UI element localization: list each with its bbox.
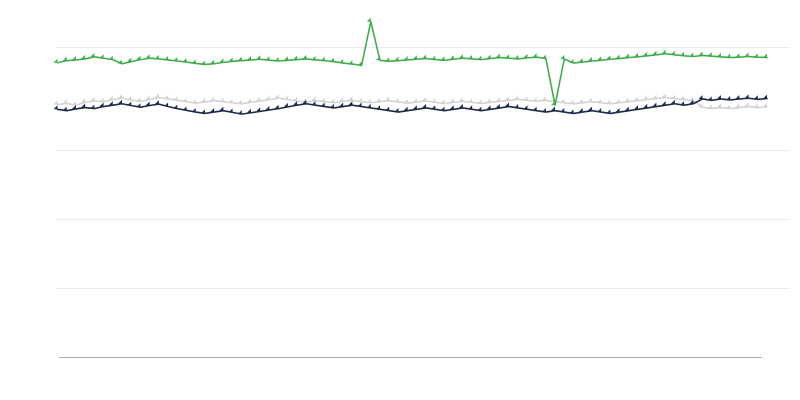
series-green	[53, 17, 768, 106]
series-navy-line	[56, 97, 768, 115]
gridlines	[56, 47, 790, 289]
series-gray-line	[56, 96, 768, 110]
series-gray	[53, 93, 768, 110]
series-layer	[53, 17, 768, 115]
series-navy-markers	[53, 94, 768, 115]
series-navy	[53, 94, 768, 115]
series-green-markers	[53, 17, 768, 106]
series-green-line	[56, 20, 768, 106]
